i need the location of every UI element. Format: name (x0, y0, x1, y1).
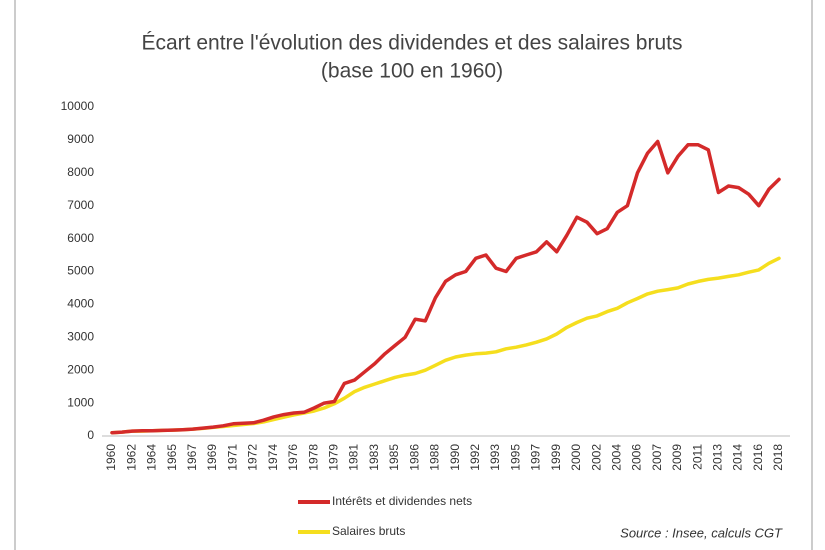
y-tick-label: 6000 (67, 231, 94, 245)
source-note: Source : Insee, calculs CGT (620, 525, 783, 540)
x-tick-label: 2000 (569, 444, 583, 471)
y-tick-label: 1000 (67, 395, 94, 409)
chart-subtitle: (base 100 en 1960) (321, 60, 503, 83)
y-tick-label: 4000 (67, 297, 94, 311)
x-tick-label: 1997 (529, 444, 543, 471)
legend-label: Intérêts et dividendes nets (332, 494, 472, 508)
x-tick-label: 2004 (609, 444, 623, 471)
y-tick-label: 10000 (61, 99, 95, 113)
x-tick-label: 2011 (690, 444, 704, 470)
x-tick-label: 1974 (266, 444, 280, 471)
x-tick-label: 2006 (630, 444, 644, 471)
x-tick-label: 1960 (104, 444, 118, 471)
x-tick-label: 1978 (306, 444, 320, 471)
x-tick-label: 2018 (771, 444, 785, 471)
x-tick-label: 1967 (185, 444, 199, 471)
x-tick-label: 2009 (670, 444, 684, 471)
x-tick-label: 2013 (711, 444, 725, 471)
x-tick-label: 1999 (549, 444, 563, 471)
x-tick-label: 1983 (367, 444, 381, 471)
y-tick-label: 0 (87, 428, 94, 442)
series-line (110, 139, 781, 435)
x-tick-label: 2014 (731, 444, 745, 471)
x-tick-label: 2002 (589, 444, 603, 471)
x-tick-label: 1964 (145, 444, 159, 471)
x-tick-label: 1993 (488, 444, 502, 471)
y-tick-label: 3000 (67, 329, 94, 343)
y-tick-label: 8000 (67, 165, 94, 179)
x-tick-label: 1962 (124, 444, 138, 471)
x-tick-label: 1985 (387, 444, 401, 471)
legend-label: Salaires bruts (332, 524, 405, 538)
x-tick-label: 1972 (246, 444, 260, 471)
x-tick-label: 1976 (286, 444, 300, 471)
x-tick-label: 1969 (205, 444, 219, 471)
y-tick-label: 2000 (67, 362, 94, 376)
x-tick-label: 1979 (327, 444, 341, 471)
x-tick-label: 1971 (225, 444, 239, 471)
x-tick-label: 2007 (650, 444, 664, 471)
x-tick-label: 2016 (751, 444, 765, 471)
x-tick-label: 1995 (508, 444, 522, 471)
x-tick-label: 1981 (347, 444, 361, 471)
x-tick-label: 1965 (165, 444, 179, 471)
y-tick-label: 9000 (67, 132, 94, 146)
y-tick-label: 7000 (67, 198, 94, 212)
x-tick-label: 1990 (448, 444, 462, 471)
x-tick-label: 1992 (468, 444, 482, 471)
chart-title: Écart entre l'évolution des dividendes e… (142, 32, 683, 55)
y-tick-label: 5000 (67, 264, 94, 278)
x-tick-label: 1986 (407, 444, 421, 471)
x-tick-label: 1988 (428, 444, 442, 471)
